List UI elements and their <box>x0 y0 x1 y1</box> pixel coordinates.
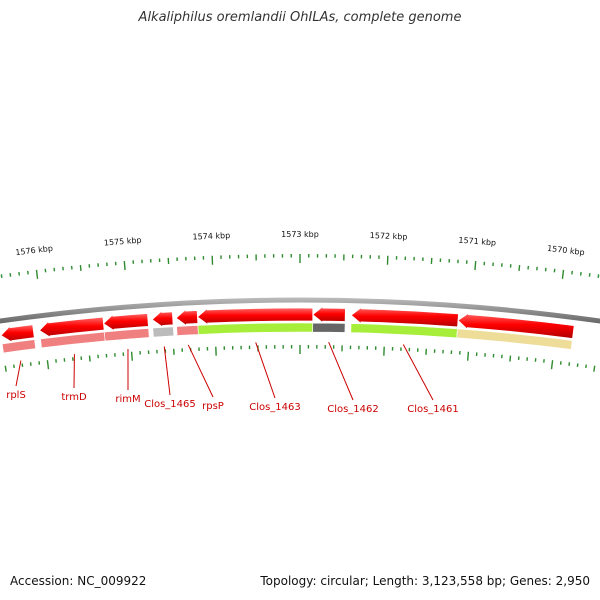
gene-label-leader <box>255 342 276 399</box>
scale-label: 1576 kbp <box>15 244 54 257</box>
gene-arrow <box>312 305 346 324</box>
scale-label: 1572 kbp <box>370 231 408 241</box>
gene-arrow <box>457 312 575 339</box>
scale-tick <box>474 260 477 271</box>
genome-title: Alkaliphilus oremlandii OhILAs, complete… <box>138 10 462 25</box>
gene-arrow <box>102 313 149 332</box>
cog-band <box>1 339 37 354</box>
gene-arrow <box>175 308 199 327</box>
genome-backbone <box>0 297 600 324</box>
gene-label-leader <box>187 344 214 398</box>
gene-label-clos_1465: Clos_1465 <box>144 399 196 410</box>
gene-label-clos_1461: Clos_1461 <box>407 404 459 415</box>
cog-band <box>197 322 314 335</box>
scale-label: 1573 kbp <box>281 230 319 239</box>
gene-label-rimm: rimM <box>115 394 140 405</box>
gene-label-leader <box>15 360 22 387</box>
gene-arrow <box>196 307 314 326</box>
cog-track <box>1 322 573 354</box>
scale-tick <box>561 269 565 279</box>
gene-label-leader <box>163 346 171 396</box>
inner-tick <box>130 351 134 361</box>
scale-labels: 1576 kbp 1575 kbp 1574 kbp 1573 kbp 1572 kbp… <box>15 230 585 257</box>
inner-tick <box>88 355 91 362</box>
cog-band <box>103 328 150 342</box>
scale-tick <box>518 264 521 272</box>
scale-tick <box>35 269 39 279</box>
inner-tick <box>550 360 554 370</box>
scale-label: 1570 kbp <box>547 244 586 257</box>
scale-label: 1575 kbp <box>104 236 142 248</box>
gene-labels: rplS trmD rimM Clos_1465 rpsP Clos_1463 Clos_1… <box>6 390 459 415</box>
inner-tick <box>46 360 50 370</box>
gene-arrow <box>151 310 174 328</box>
inner-tick <box>509 355 512 362</box>
scale-ticks <box>0 254 600 372</box>
cog-band <box>312 322 346 333</box>
genome-summary: Topology: circular; Length: 3,123,558 bp… <box>260 574 590 588</box>
cog-band <box>152 326 175 338</box>
gene-label-clos_1463: Clos_1463 <box>249 402 301 413</box>
accession-text: Accession: NC_009922 <box>10 574 147 588</box>
inner-tick <box>466 351 470 361</box>
gene-label-clos_1462: Clos_1462 <box>327 404 379 415</box>
cog-band <box>456 328 573 350</box>
label-leaders <box>15 341 434 401</box>
gene-arrow <box>0 324 35 343</box>
gene-label-leader <box>328 341 354 401</box>
scale-tick <box>123 260 126 271</box>
scale-label: 1574 kbp <box>192 231 230 241</box>
cog-band <box>176 325 199 336</box>
inner-tick <box>4 365 7 372</box>
inner-tick <box>593 365 596 372</box>
gene-arrows <box>0 305 575 343</box>
gene-label-trmd: trmD <box>61 392 87 403</box>
scale-tick <box>79 264 82 272</box>
gene-label-rpsp: rpsP <box>202 401 224 412</box>
gene-label-leader <box>402 344 434 401</box>
gene-label-rpls: rplS <box>6 390 26 401</box>
scale-label: 1571 kbp <box>458 236 496 248</box>
